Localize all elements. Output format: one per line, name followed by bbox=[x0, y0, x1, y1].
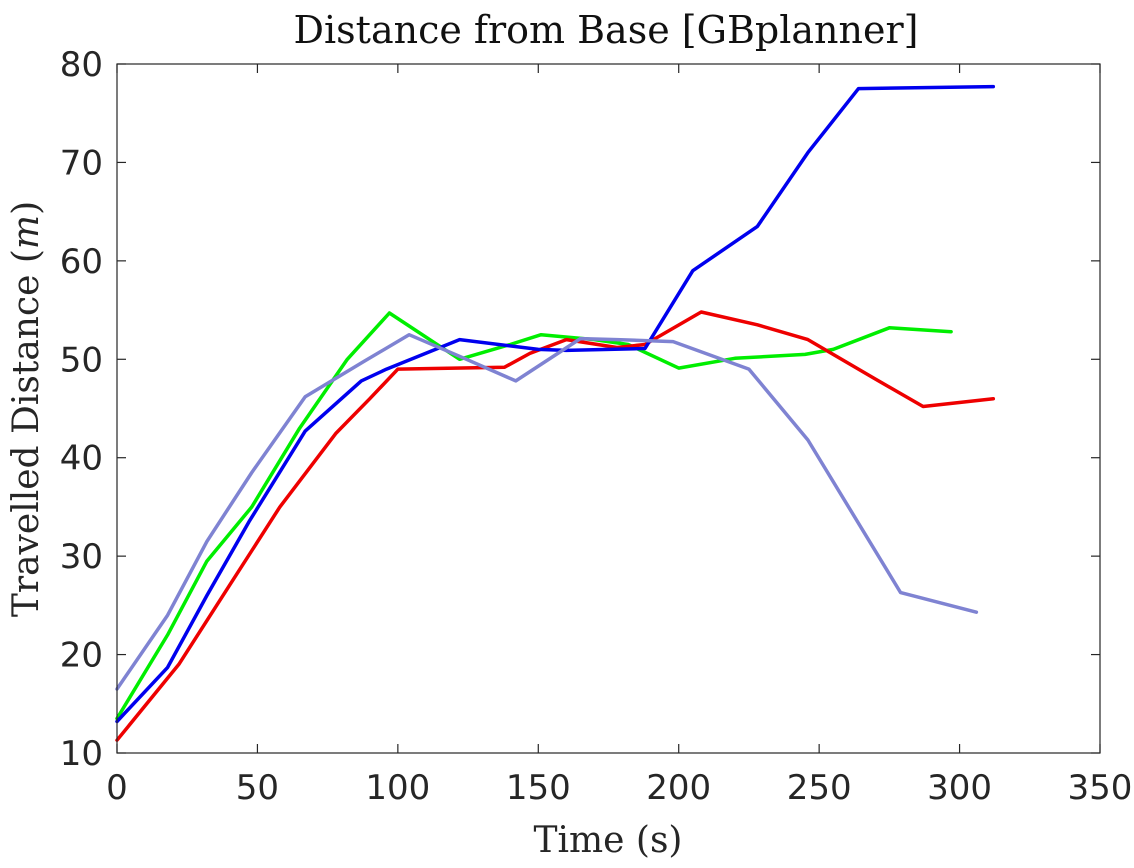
x-tick-label: 50 bbox=[236, 768, 279, 808]
y-axis-label-close: ) bbox=[6, 201, 47, 215]
x-tick-label: 200 bbox=[646, 768, 711, 808]
y-tick-label: 70 bbox=[60, 143, 103, 183]
chart-title: Distance from Base [GBplanner] bbox=[294, 8, 919, 52]
x-tick-label: 300 bbox=[927, 768, 992, 808]
series-line-1 bbox=[115, 311, 953, 721]
plot-background bbox=[117, 64, 1100, 753]
y-axis-label: Travelled Distance (m) bbox=[6, 201, 47, 617]
y-tick-label: 80 bbox=[60, 45, 103, 85]
y-tick-label: 40 bbox=[60, 439, 103, 479]
x-tick-label: 250 bbox=[787, 768, 852, 808]
y-tick-label: 60 bbox=[60, 242, 103, 282]
x-tick-label: 0 bbox=[106, 768, 128, 808]
x-axis-ticks: 0 50 100 150 200 250 300 350 bbox=[106, 64, 1132, 808]
series-layer bbox=[115, 84, 996, 742]
x-tick-label: 350 bbox=[1068, 768, 1133, 808]
series-line-4 bbox=[115, 332, 979, 691]
series-line-2 bbox=[115, 310, 996, 742]
y-tick-label: 20 bbox=[60, 636, 103, 676]
y-axis-ticks: 10 20 30 40 50 60 70 80 bbox=[60, 45, 1100, 774]
y-axis-label-main: Travelled Distance ( bbox=[6, 249, 47, 617]
plot-frame bbox=[116, 63, 1101, 754]
x-axis-label: Time (s) bbox=[534, 820, 683, 861]
y-tick-label: 10 bbox=[60, 734, 103, 774]
y-tick-label: 30 bbox=[60, 537, 103, 577]
series-line-3 bbox=[115, 84, 996, 724]
x-tick-label: 100 bbox=[365, 768, 430, 808]
x-tick-label: 150 bbox=[506, 768, 571, 808]
y-axis-label-var: m bbox=[6, 215, 47, 249]
y-tick-label: 50 bbox=[60, 340, 103, 380]
